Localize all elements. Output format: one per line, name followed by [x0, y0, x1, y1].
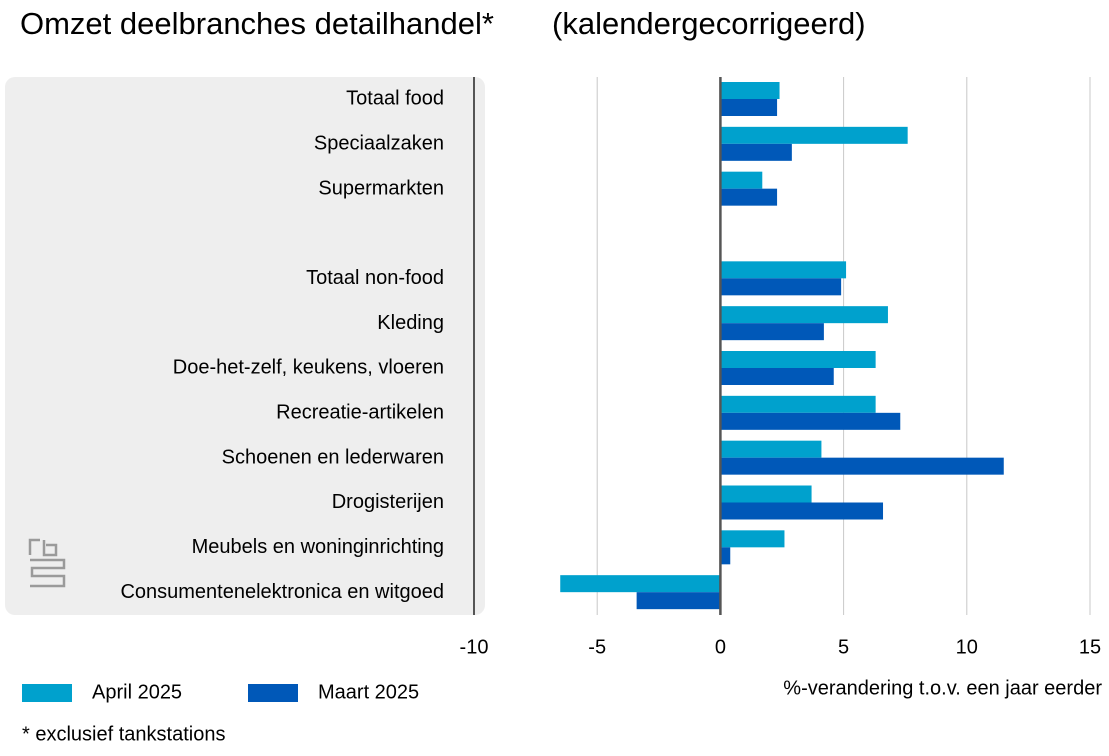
y-tick-label: Consumentenelektronica en witgoed	[120, 581, 444, 603]
legend-label: Maart 2025	[318, 681, 419, 703]
x-tick-label: -10	[460, 636, 489, 658]
bar	[720, 547, 731, 565]
bar	[720, 485, 812, 503]
x-axis-label: %-verandering t.o.v. een jaar eerder	[783, 677, 1102, 699]
bar	[720, 188, 778, 206]
y-tick-label: Recreatie-artikelen	[276, 402, 444, 424]
x-tick-label: 5	[838, 636, 849, 658]
y-tick-label: Doe-het-zelf, keukens, vloeren	[173, 357, 444, 379]
bar	[720, 323, 824, 341]
y-tick-label: Speciaalzaken	[314, 133, 444, 155]
x-tick-label: 0	[715, 636, 726, 658]
x-tick-label: 15	[1079, 636, 1101, 658]
footnote: * exclusief tankstations	[22, 723, 225, 745]
bar	[720, 171, 763, 189]
logo	[28, 538, 66, 588]
legend-swatch	[248, 684, 298, 702]
y-tick-label: Drogisterijen	[332, 491, 444, 513]
bar	[720, 368, 834, 385]
bar	[720, 278, 842, 296]
y-tick-label: Meubels en woninginrichting	[192, 536, 444, 558]
y-tick-label: Schoenen en lederwaren	[222, 446, 444, 468]
y-tick-label: Totaal food	[346, 88, 444, 110]
bar	[636, 592, 721, 610]
label-panel	[5, 77, 485, 615]
bar	[720, 143, 792, 161]
bar	[560, 575, 721, 593]
bar	[720, 261, 847, 279]
bar	[720, 530, 785, 548]
bar	[720, 457, 1004, 475]
y-tick-label: Totaal non-food	[306, 267, 444, 289]
legend-swatch	[22, 684, 72, 702]
bar	[720, 412, 901, 430]
bar	[720, 351, 876, 368]
chart-title: Omzet deelbranches detailhandel*	[20, 6, 494, 41]
bar	[720, 82, 780, 99]
y-tick-label: Kleding	[377, 312, 444, 334]
bar	[720, 502, 884, 520]
x-tick-label: -5	[588, 636, 606, 658]
legend-label: April 2025	[92, 681, 182, 703]
chart-subtitle: (kalendergecorrigeerd)	[552, 6, 866, 41]
bar	[720, 440, 822, 458]
bar	[720, 99, 778, 116]
bar	[720, 126, 908, 144]
bar	[720, 306, 888, 324]
x-tick-label: 10	[956, 636, 978, 658]
y-tick-label: Supermarkten	[318, 177, 444, 199]
bar	[720, 395, 876, 413]
